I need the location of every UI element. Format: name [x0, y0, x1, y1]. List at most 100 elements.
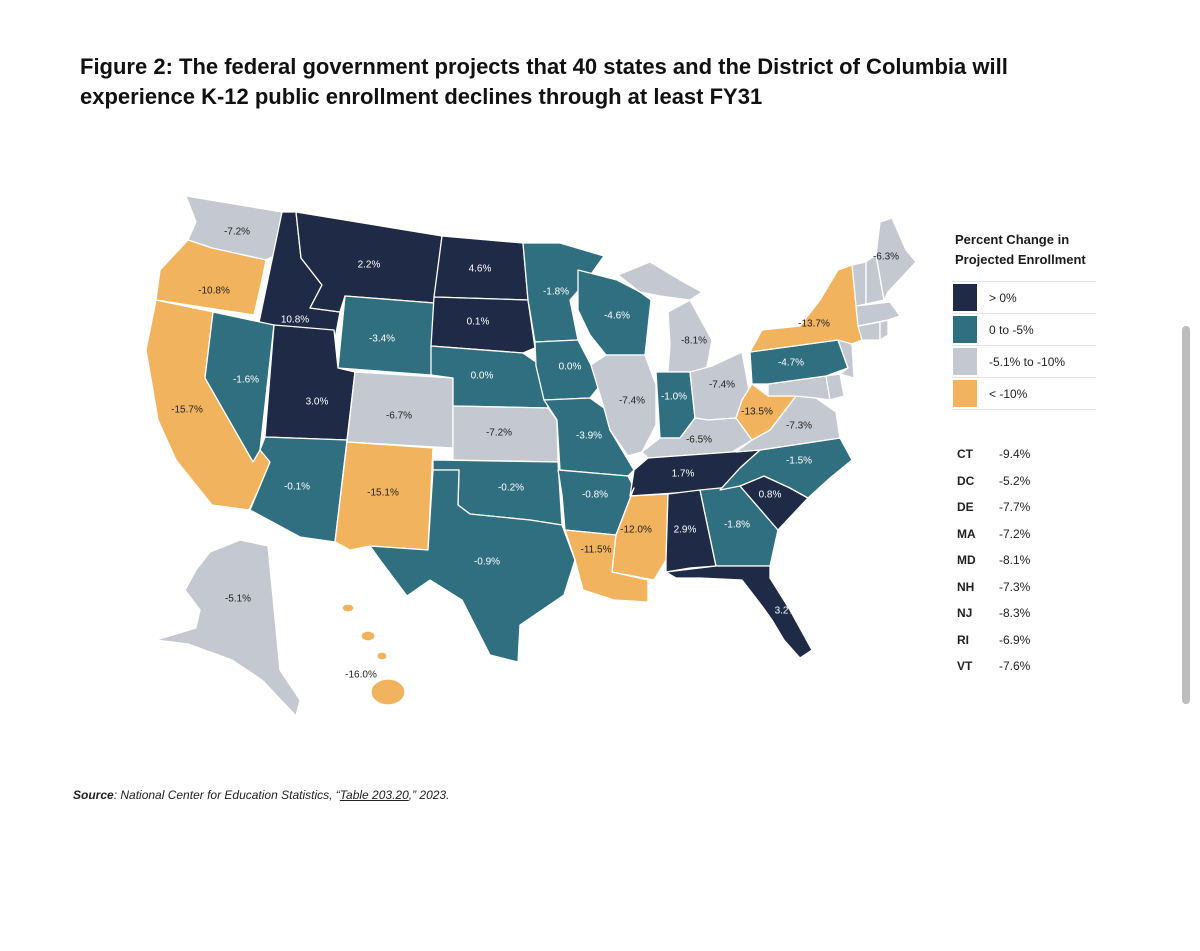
label-wy: -3.4% — [369, 334, 395, 345]
legend-label: -5.1% to -10% — [989, 354, 1066, 369]
state-value: -7.6% — [999, 659, 1031, 674]
state-abbr: CT — [957, 447, 973, 462]
label-ks: -7.2% — [486, 428, 512, 439]
state-ny — [749, 264, 863, 353]
state-me — [875, 217, 917, 301]
label-tx: -0.9% — [474, 557, 500, 568]
state-mi-up — [617, 261, 703, 301]
source-text-end: ,” 2023. — [408, 788, 450, 802]
source-note: Source: National Center for Education St… — [73, 788, 449, 802]
state-wv — [735, 383, 797, 441]
label-ms: -12.0% — [620, 525, 652, 536]
state-abbr: VT — [957, 659, 973, 674]
label-mn: -1.8% — [543, 287, 569, 298]
state-value: -5.2% — [999, 473, 1031, 488]
state-value: -8.3% — [999, 606, 1031, 621]
label-mi: -8.1% — [681, 336, 707, 347]
legend-item: < -10% — [952, 378, 1096, 410]
label-id: 10.8% — [281, 315, 309, 326]
label-wv: -13.5% — [741, 407, 773, 418]
legend-item: 0 to -5% — [952, 314, 1096, 346]
legend-label: < -10% — [989, 386, 1028, 401]
label-ky: -6.5% — [686, 435, 712, 446]
source-link[interactable]: Table 203.20 — [339, 788, 409, 802]
label-al: 2.9% — [674, 525, 697, 536]
state-hi-1 — [341, 603, 355, 613]
state-value: -6.9% — [999, 632, 1031, 647]
label-co: -6.7% — [386, 411, 412, 422]
label-wa: -7.2% — [224, 227, 250, 238]
state-nv — [204, 311, 275, 463]
label-sd: 0.1% — [467, 317, 490, 328]
label-fl: 3.2% — [775, 606, 798, 617]
state-ri — [879, 319, 889, 341]
label-ga: -1.8% — [724, 520, 750, 531]
state-nc — [719, 437, 853, 499]
state-hi-3 — [376, 651, 388, 661]
state-abbr: MD — [957, 553, 976, 568]
legend-swatch — [953, 380, 977, 407]
state-value: -8.1% — [999, 553, 1031, 568]
label-mo: -3.9% — [576, 431, 602, 442]
small-state-row: DC -5.2% — [957, 468, 1077, 495]
legend-title: Percent Change in Projected Enrollment — [955, 232, 1086, 267]
small-state-row: VT -7.6% — [957, 653, 1077, 680]
legend-swatch — [953, 348, 977, 375]
small-state-row: NJ -8.3% — [957, 600, 1077, 627]
state-abbr: NJ — [957, 606, 973, 621]
state-sd — [430, 296, 536, 354]
state-ks — [452, 405, 559, 463]
label-il: -7.4% — [619, 396, 645, 407]
state-abbr: MA — [957, 526, 976, 541]
label-ia: 0.0% — [559, 362, 582, 373]
label-or: -10.8% — [198, 286, 230, 297]
state-value: -9.4% — [999, 447, 1031, 462]
label-ca: -15.7% — [171, 405, 203, 416]
state-abbr: DC — [957, 473, 975, 488]
small-state-row: RI -6.9% — [957, 627, 1077, 654]
label-la: -11.5% — [581, 545, 612, 556]
label-sc: 0.8% — [759, 490, 782, 501]
state-il — [590, 354, 657, 457]
legend-item: > 0% — [952, 282, 1096, 314]
label-nc: -1.5% — [786, 456, 812, 467]
state-hi-4 — [370, 678, 406, 706]
label-ok: -0.2% — [498, 483, 524, 494]
label-ut: 3.0% — [306, 397, 329, 408]
label-wi: -4.6% — [604, 311, 630, 322]
state-hi-2 — [360, 630, 376, 642]
state-or — [155, 239, 267, 316]
source-prefix: Source — [73, 788, 114, 802]
legend-swatch — [953, 284, 977, 311]
legend-label: > 0% — [989, 290, 1017, 305]
figure-title: Figure 2: The federal government project… — [80, 54, 1008, 109]
label-hi: -16.0% — [345, 670, 377, 681]
state-abbr: RI — [957, 632, 969, 647]
state-value: -7.7% — [999, 500, 1031, 515]
legend-item: -5.1% to -10% — [952, 346, 1096, 378]
state-tx — [369, 469, 576, 663]
label-va: -7.3% — [786, 421, 812, 432]
state-mn — [522, 242, 605, 343]
label-ne: 0.0% — [471, 371, 494, 382]
label-tn: 1.7% — [672, 469, 695, 480]
small-states-table: CT -9.4% DC -5.2% DE -7.7% MA -7.2% MD -8.1% … — [957, 441, 1077, 680]
state-ma — [855, 301, 901, 327]
state-abbr: DE — [957, 500, 974, 515]
state-fl — [665, 565, 813, 659]
label-nd: 4.6% — [469, 264, 492, 275]
small-state-row: NH -7.3% — [957, 574, 1077, 601]
small-state-row: DE -7.7% — [957, 494, 1077, 521]
source-text: : National Center for Education Statisti… — [113, 788, 340, 802]
scrollbar-thumb[interactable] — [1182, 326, 1190, 704]
state-value: -7.3% — [999, 579, 1031, 594]
label-ar: -0.8% — [582, 490, 608, 501]
label-nv: -1.6% — [233, 375, 259, 386]
state-value: -7.2% — [999, 526, 1031, 541]
label-pa: -4.7% — [778, 358, 804, 369]
state-de — [825, 373, 845, 401]
state-ak — [155, 539, 301, 717]
label-ny: -13.7% — [798, 319, 830, 330]
